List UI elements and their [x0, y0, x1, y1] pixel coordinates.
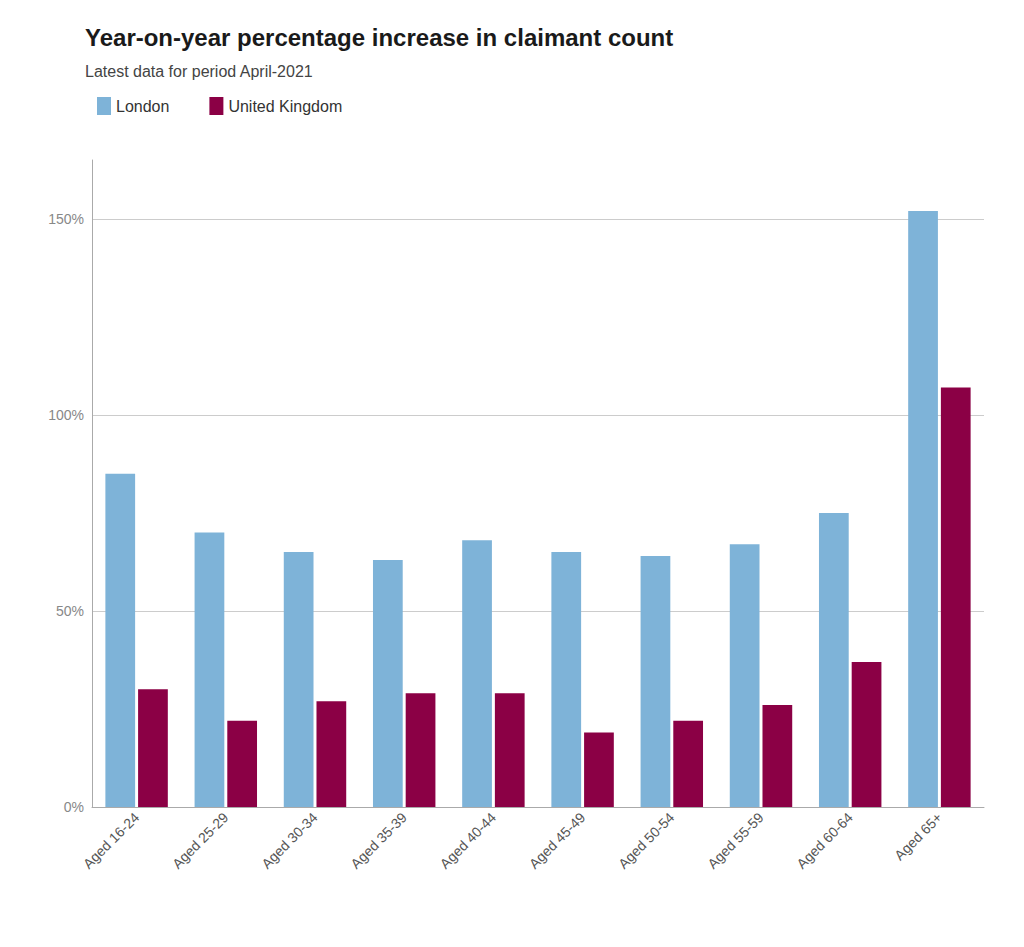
svg-text:Aged 25-29: Aged 25-29 — [169, 809, 232, 872]
svg-text:Aged 55-59: Aged 55-59 — [704, 809, 767, 872]
svg-text:150%: 150% — [48, 211, 84, 227]
svg-text:Aged 30-34: Aged 30-34 — [258, 809, 321, 872]
svg-text:0%: 0% — [64, 799, 84, 815]
svg-text:United Kingdom: United Kingdom — [228, 98, 342, 115]
svg-text:Aged 65+: Aged 65+ — [891, 809, 945, 863]
svg-text:50%: 50% — [56, 603, 84, 619]
svg-text:Aged 50-54: Aged 50-54 — [615, 809, 678, 872]
svg-text:Aged 40-44: Aged 40-44 — [437, 809, 500, 872]
svg-text:London: London — [116, 98, 169, 115]
svg-text:Aged 45-49: Aged 45-49 — [526, 809, 589, 872]
svg-text:Aged 35-39: Aged 35-39 — [347, 809, 410, 872]
svg-text:Year-on-year percentage increa: Year-on-year percentage increase in clai… — [85, 24, 673, 51]
svg-text:100%: 100% — [48, 407, 84, 423]
svg-text:Aged 60-64: Aged 60-64 — [793, 809, 856, 872]
svg-text:Latest data for period April-2: Latest data for period April-2021 — [85, 63, 313, 80]
svg-text:Aged 16-24: Aged 16-24 — [80, 809, 143, 872]
